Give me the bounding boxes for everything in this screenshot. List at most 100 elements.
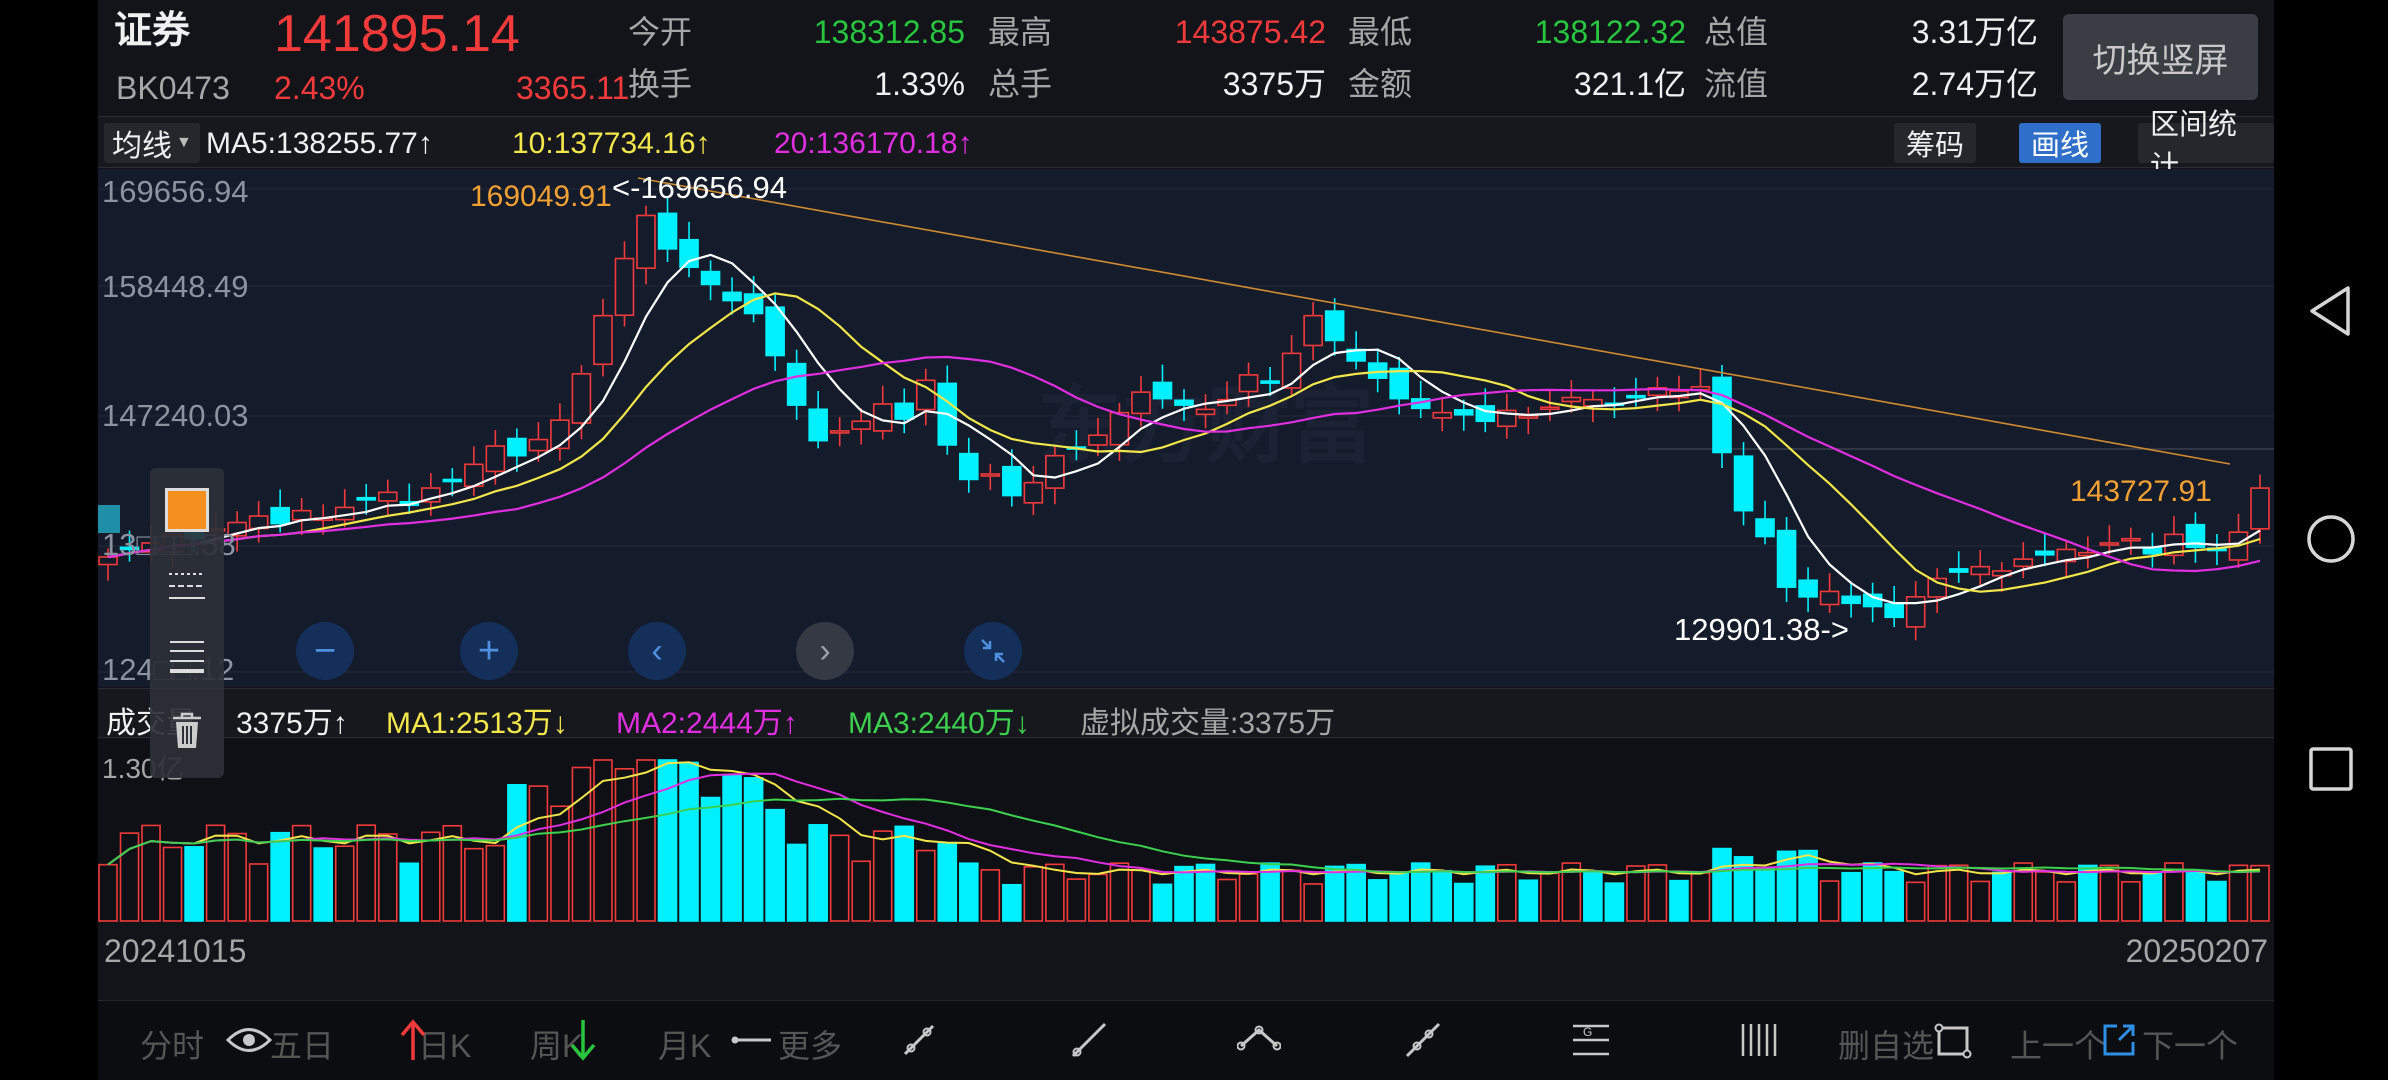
chip-distribution-button[interactable]: 筹码 (1894, 123, 1977, 163)
switch-portrait-button[interactable]: 切换竖屏 (2063, 14, 2258, 100)
share-tool[interactable] (2094, 1015, 2144, 1065)
volume-bar (1324, 865, 1345, 922)
candle-body (1948, 568, 1969, 573)
drawing-toolbox (150, 468, 224, 778)
home-button[interactable] (2274, 482, 2388, 596)
back-button[interactable] (2274, 254, 2388, 368)
arrow-up-icon (400, 1019, 426, 1060)
period-lines-tool[interactable] (1734, 1015, 1784, 1065)
candle-body (1195, 408, 1216, 416)
volume-bar (485, 844, 506, 922)
candle-body (1174, 399, 1194, 406)
recents-square-icon (2309, 747, 2353, 791)
candle-body (1755, 518, 1775, 538)
volume-bar (1540, 872, 1560, 922)
volume-bar (915, 849, 936, 922)
volume-bar (507, 783, 527, 922)
ray-tool[interactable] (1064, 1015, 1114, 1065)
arrow-down-icon (570, 1020, 596, 1061)
drawn-trend-line[interactable] (637, 177, 2231, 465)
visibility-toggle-button[interactable] (224, 1015, 274, 1065)
candle-body (2099, 542, 2120, 546)
candle-body (356, 496, 377, 501)
color-swatch-icon (165, 488, 209, 532)
candle-body (2250, 487, 2270, 530)
candle-body (1152, 381, 1173, 400)
parallel-line-tool[interactable] (1234, 1015, 1284, 1065)
volume-bar (765, 808, 785, 922)
volume-bar (1475, 865, 1496, 922)
volume-bar (958, 862, 979, 922)
turnover-value: 1.33% (874, 66, 965, 102)
horizontal-line-tool[interactable] (728, 1015, 778, 1065)
chevron-left-icon: ‹ (651, 632, 663, 670)
extended-line-tool[interactable] (1398, 1015, 1448, 1065)
candle-body (1819, 590, 1840, 606)
pan-left-button[interactable]: ‹ (628, 622, 686, 680)
volume-bar (1152, 883, 1173, 922)
fibonacci-icon: G (1573, 1024, 1609, 1056)
tab-more[interactable]: 更多 (778, 1028, 843, 1064)
remove-watchlist-button[interactable]: 删自选 (1838, 1028, 1935, 1064)
zoom-out-button[interactable]: − (296, 622, 354, 680)
draw-line-button[interactable]: 画线 (2019, 123, 2102, 163)
volume-bar (937, 843, 958, 922)
segment-tool[interactable] (894, 1015, 944, 1065)
volume-bar (1819, 880, 1840, 922)
volume-bar (313, 847, 333, 922)
total-cap-value: 3.31万亿 (1911, 14, 2038, 50)
rectangle-tool[interactable] (1928, 1015, 1978, 1065)
volume-bar (851, 860, 872, 922)
current-price: 141895.14 (274, 5, 520, 63)
indicator-selector[interactable]: 均线 ▼ (104, 123, 200, 163)
candle-body (1045, 454, 1065, 489)
kline-chart[interactable]: 东方财富 169656.94 158448.49 147240.03 13□□□… (98, 0, 2274, 1000)
pan-right-button[interactable]: › (796, 622, 854, 680)
arrow-down-tool[interactable] (558, 1015, 608, 1065)
back-triangle-icon (2310, 286, 2350, 336)
tab-five-day[interactable]: 五日 (270, 1028, 335, 1064)
arrow-up-tool[interactable] (388, 1015, 438, 1065)
recents-button[interactable] (2274, 712, 2388, 826)
candle-body (765, 306, 785, 357)
volume-bar (1346, 863, 1366, 922)
left-peak-annotation: 169049.91 (470, 180, 612, 213)
zoom-in-button[interactable]: + (460, 622, 518, 680)
candle-body (1798, 579, 1818, 598)
svg-text:G: G (1583, 1025, 1592, 1039)
volume-bar (1905, 881, 1926, 922)
volume-bar (1281, 869, 1302, 922)
candle-body (1453, 409, 1474, 416)
volume-bar (743, 777, 764, 922)
golden-ratio-tool[interactable]: G (1566, 1015, 1616, 1065)
volume-bar (205, 824, 226, 922)
virtual-volume: 虚拟成交量:3375万 (1080, 707, 1336, 740)
previous-stock-button[interactable]: 上一个 (2010, 1028, 2107, 1064)
restore-zoom-button[interactable] (964, 622, 1022, 680)
line-style-button[interactable] (150, 568, 224, 604)
next-stock-button[interactable]: 下一个 (2142, 1028, 2239, 1064)
volume-bar (528, 785, 549, 922)
tab-monthly-k[interactable]: 月K (658, 1028, 712, 1064)
volume-bar (1432, 869, 1453, 922)
candle-body (679, 238, 699, 268)
tab-daily-k[interactable]: 日K (418, 1028, 472, 1064)
volume-bar (2207, 880, 2227, 922)
volume-bar (399, 862, 420, 922)
delete-drawing-button[interactable] (150, 710, 224, 750)
volume-bar (829, 834, 850, 922)
volume-bar (227, 832, 247, 922)
turnover-label: 换手 (628, 66, 693, 102)
tab-minute[interactable]: 分时 (140, 1028, 205, 1064)
volume-bar (1045, 863, 1065, 922)
line-width-button[interactable] (150, 636, 224, 676)
candle-body (1647, 387, 1668, 397)
plus-icon: + (477, 630, 501, 672)
candle-body (291, 509, 312, 521)
crosshair-marker (98, 505, 120, 533)
dashed-lines-icon (169, 573, 205, 599)
volume-bar (1453, 882, 1474, 922)
candle-body (593, 314, 613, 366)
chevron-right-icon: › (819, 632, 831, 670)
color-picker-button[interactable] (150, 488, 224, 532)
